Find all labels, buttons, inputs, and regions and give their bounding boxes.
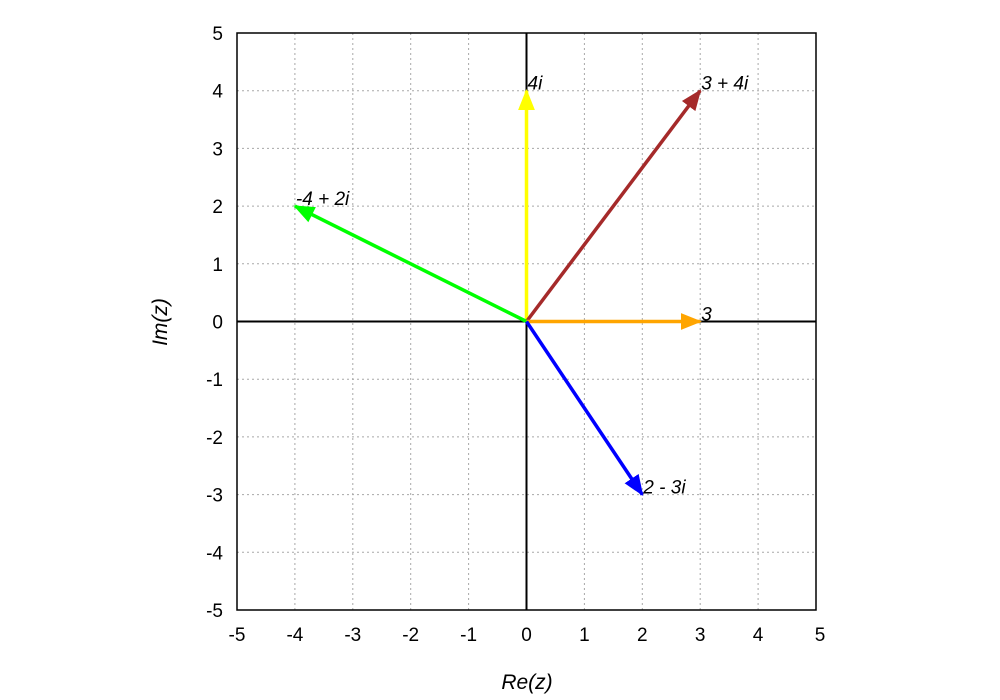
x-tick-label: 1 (579, 625, 590, 646)
y-axis-label: Im(z) (149, 298, 172, 346)
x-tick-label: -1 (460, 625, 477, 646)
y-tick-label: -2 (206, 428, 223, 449)
vector-label: 2 - 3i (642, 478, 686, 499)
vector-arrow (525, 320, 644, 497)
y-tick-label: 3 (212, 139, 223, 160)
vector-arrow (293, 204, 528, 324)
vectors: 4i 3 + 4i -4 + 2i 3 2 - 3i (293, 74, 749, 499)
x-tick-label: 5 (815, 625, 826, 646)
y-tick-label: 4 (212, 82, 223, 103)
x-axis-label: Re(z) (501, 671, 552, 694)
y-tick-label: -4 (206, 543, 223, 564)
vector-label: -4 + 2i (296, 189, 350, 210)
vector-label: 4i (528, 74, 544, 95)
x-tick-label: -2 (402, 625, 419, 646)
x-tick-label: -5 (229, 625, 246, 646)
y-tick-label: 2 (212, 197, 223, 218)
y-tick-label: -1 (206, 370, 223, 391)
x-tick-label: -3 (344, 625, 361, 646)
x-tick-label: 3 (695, 625, 706, 646)
x-tick-label: 2 (637, 625, 648, 646)
y-tick-label: -5 (206, 601, 223, 622)
plot-frame (236, 32, 817, 611)
y-tick-label: -3 (206, 486, 223, 507)
x-tick-labels: -5 -4 -3 -2 -1 0 1 2 3 4 5 (229, 625, 826, 646)
vector-label: 3 (701, 305, 712, 326)
y-tick-labels: 5 4 3 2 1 0 -1 -2 -3 -4 -5 (206, 24, 223, 622)
grid (237, 33, 816, 610)
y-tick-label: 5 (212, 24, 223, 45)
y-tick-label: 0 (212, 313, 223, 334)
vector-arrow (525, 89, 702, 323)
x-tick-label: -4 (286, 625, 303, 646)
y-tick-label: 1 (212, 255, 223, 276)
x-tick-label: 4 (753, 625, 764, 646)
vector-label: 3 + 4i (701, 74, 749, 95)
x-tick-label: 0 (521, 625, 532, 646)
